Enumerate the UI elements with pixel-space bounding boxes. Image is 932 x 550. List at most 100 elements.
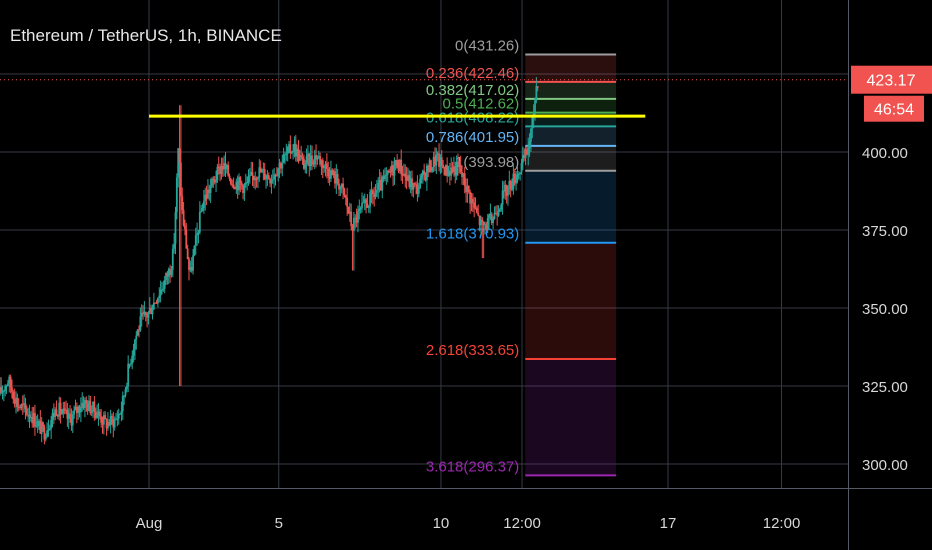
- candle-body: [415, 183, 417, 185]
- candle-body: [480, 219, 482, 226]
- candle-body: [25, 408, 28, 415]
- candle-body: [363, 199, 366, 203]
- candle-body: [346, 197, 349, 207]
- candle-body: [189, 266, 192, 270]
- candle-body: [136, 329, 139, 336]
- candle-body: [511, 189, 513, 191]
- candle-body: [94, 411, 97, 418]
- candle-body: [209, 186, 212, 193]
- candle-body: [193, 245, 196, 256]
- candle-body: [388, 170, 390, 172]
- candle-body: [482, 222, 485, 225]
- candle-body: [409, 178, 412, 187]
- candle-body: [125, 385, 128, 390]
- candle-body: [425, 165, 428, 181]
- candle-body: [200, 211, 203, 213]
- candle-body: [227, 164, 230, 176]
- candle-body: [178, 148, 181, 163]
- candle-body: [343, 188, 346, 196]
- candle-body: [217, 166, 220, 168]
- candle-body: [162, 288, 165, 290]
- candle-body: [354, 217, 357, 219]
- candle-body: [96, 415, 98, 418]
- candle-body: [312, 162, 315, 165]
- candle-body: [430, 160, 432, 172]
- candle-body: [421, 170, 424, 176]
- candle-body: [140, 312, 143, 317]
- candle-body: [171, 248, 174, 270]
- candle-body: [286, 147, 289, 154]
- candle-body: [339, 186, 342, 190]
- chart-title: Ethereum / TetherUS, 1h, BINANCE: [10, 26, 282, 45]
- y-tick-label: 325.00: [862, 379, 908, 396]
- candle-body: [77, 406, 80, 414]
- candle-body: [215, 180, 217, 183]
- candle-body: [444, 165, 447, 176]
- candle-body: [281, 162, 284, 169]
- candle-body: [374, 192, 377, 198]
- candle-body: [274, 174, 277, 176]
- candle-body: [459, 164, 462, 172]
- candle-body: [467, 185, 470, 192]
- candle-body: [185, 229, 188, 249]
- candle-body: [366, 203, 369, 208]
- candle-body: [382, 176, 385, 179]
- candle-body: [12, 391, 15, 400]
- candle-body: [297, 148, 300, 161]
- candle-body: [362, 202, 365, 204]
- candle-body: [351, 225, 354, 231]
- x-tick-label: Aug: [136, 515, 163, 532]
- current-price-badge: [851, 65, 932, 94]
- candle-body: [62, 408, 65, 414]
- candle-body: [19, 407, 21, 409]
- candle-body: [301, 156, 304, 159]
- candle-body: [377, 182, 380, 191]
- candle-body: [412, 183, 415, 190]
- candle-body: [35, 426, 38, 428]
- candle-body: [493, 213, 496, 220]
- candle-body: [304, 164, 307, 169]
- candle-body: [108, 422, 111, 426]
- candle-body: [82, 402, 85, 408]
- candle-body: [27, 414, 30, 416]
- candle-body: [536, 86, 539, 88]
- candle-body: [352, 218, 355, 231]
- candle-body: [267, 175, 270, 180]
- candle-body: [492, 219, 495, 223]
- candle-body: [15, 397, 17, 404]
- candle-body: [194, 235, 197, 246]
- candle-body: [198, 211, 201, 233]
- candle-body: [302, 158, 305, 169]
- candle-body: [432, 156, 435, 168]
- candle-body: [334, 171, 336, 184]
- candle-body: [461, 171, 463, 177]
- candle-body: [347, 206, 350, 214]
- candle-body: [300, 155, 303, 157]
- candle-body: [489, 213, 492, 216]
- candle-body: [534, 100, 536, 115]
- candle-body: [311, 155, 313, 163]
- candle-body: [498, 209, 501, 212]
- candle-body: [405, 177, 408, 181]
- candle-body: [420, 175, 423, 179]
- candle-body: [485, 224, 488, 230]
- candle-body: [270, 180, 273, 184]
- candle-body: [17, 406, 20, 408]
- candle-body: [202, 200, 205, 209]
- candle-body: [70, 418, 73, 426]
- fib-zone: [525, 145, 617, 171]
- candle-body: [46, 430, 48, 437]
- countdown-label: 46:54: [874, 102, 914, 119]
- candle-body: [98, 411, 101, 417]
- candle-body: [59, 402, 62, 415]
- candle-body: [57, 415, 59, 417]
- candle-body: [257, 177, 259, 180]
- candle-body: [124, 389, 127, 396]
- fib-level-label: 0.382(417.02): [426, 82, 519, 99]
- candle-body: [515, 180, 517, 184]
- x-tick-label: 17: [660, 515, 677, 532]
- candle-body: [111, 416, 113, 419]
- candle-body: [292, 150, 294, 153]
